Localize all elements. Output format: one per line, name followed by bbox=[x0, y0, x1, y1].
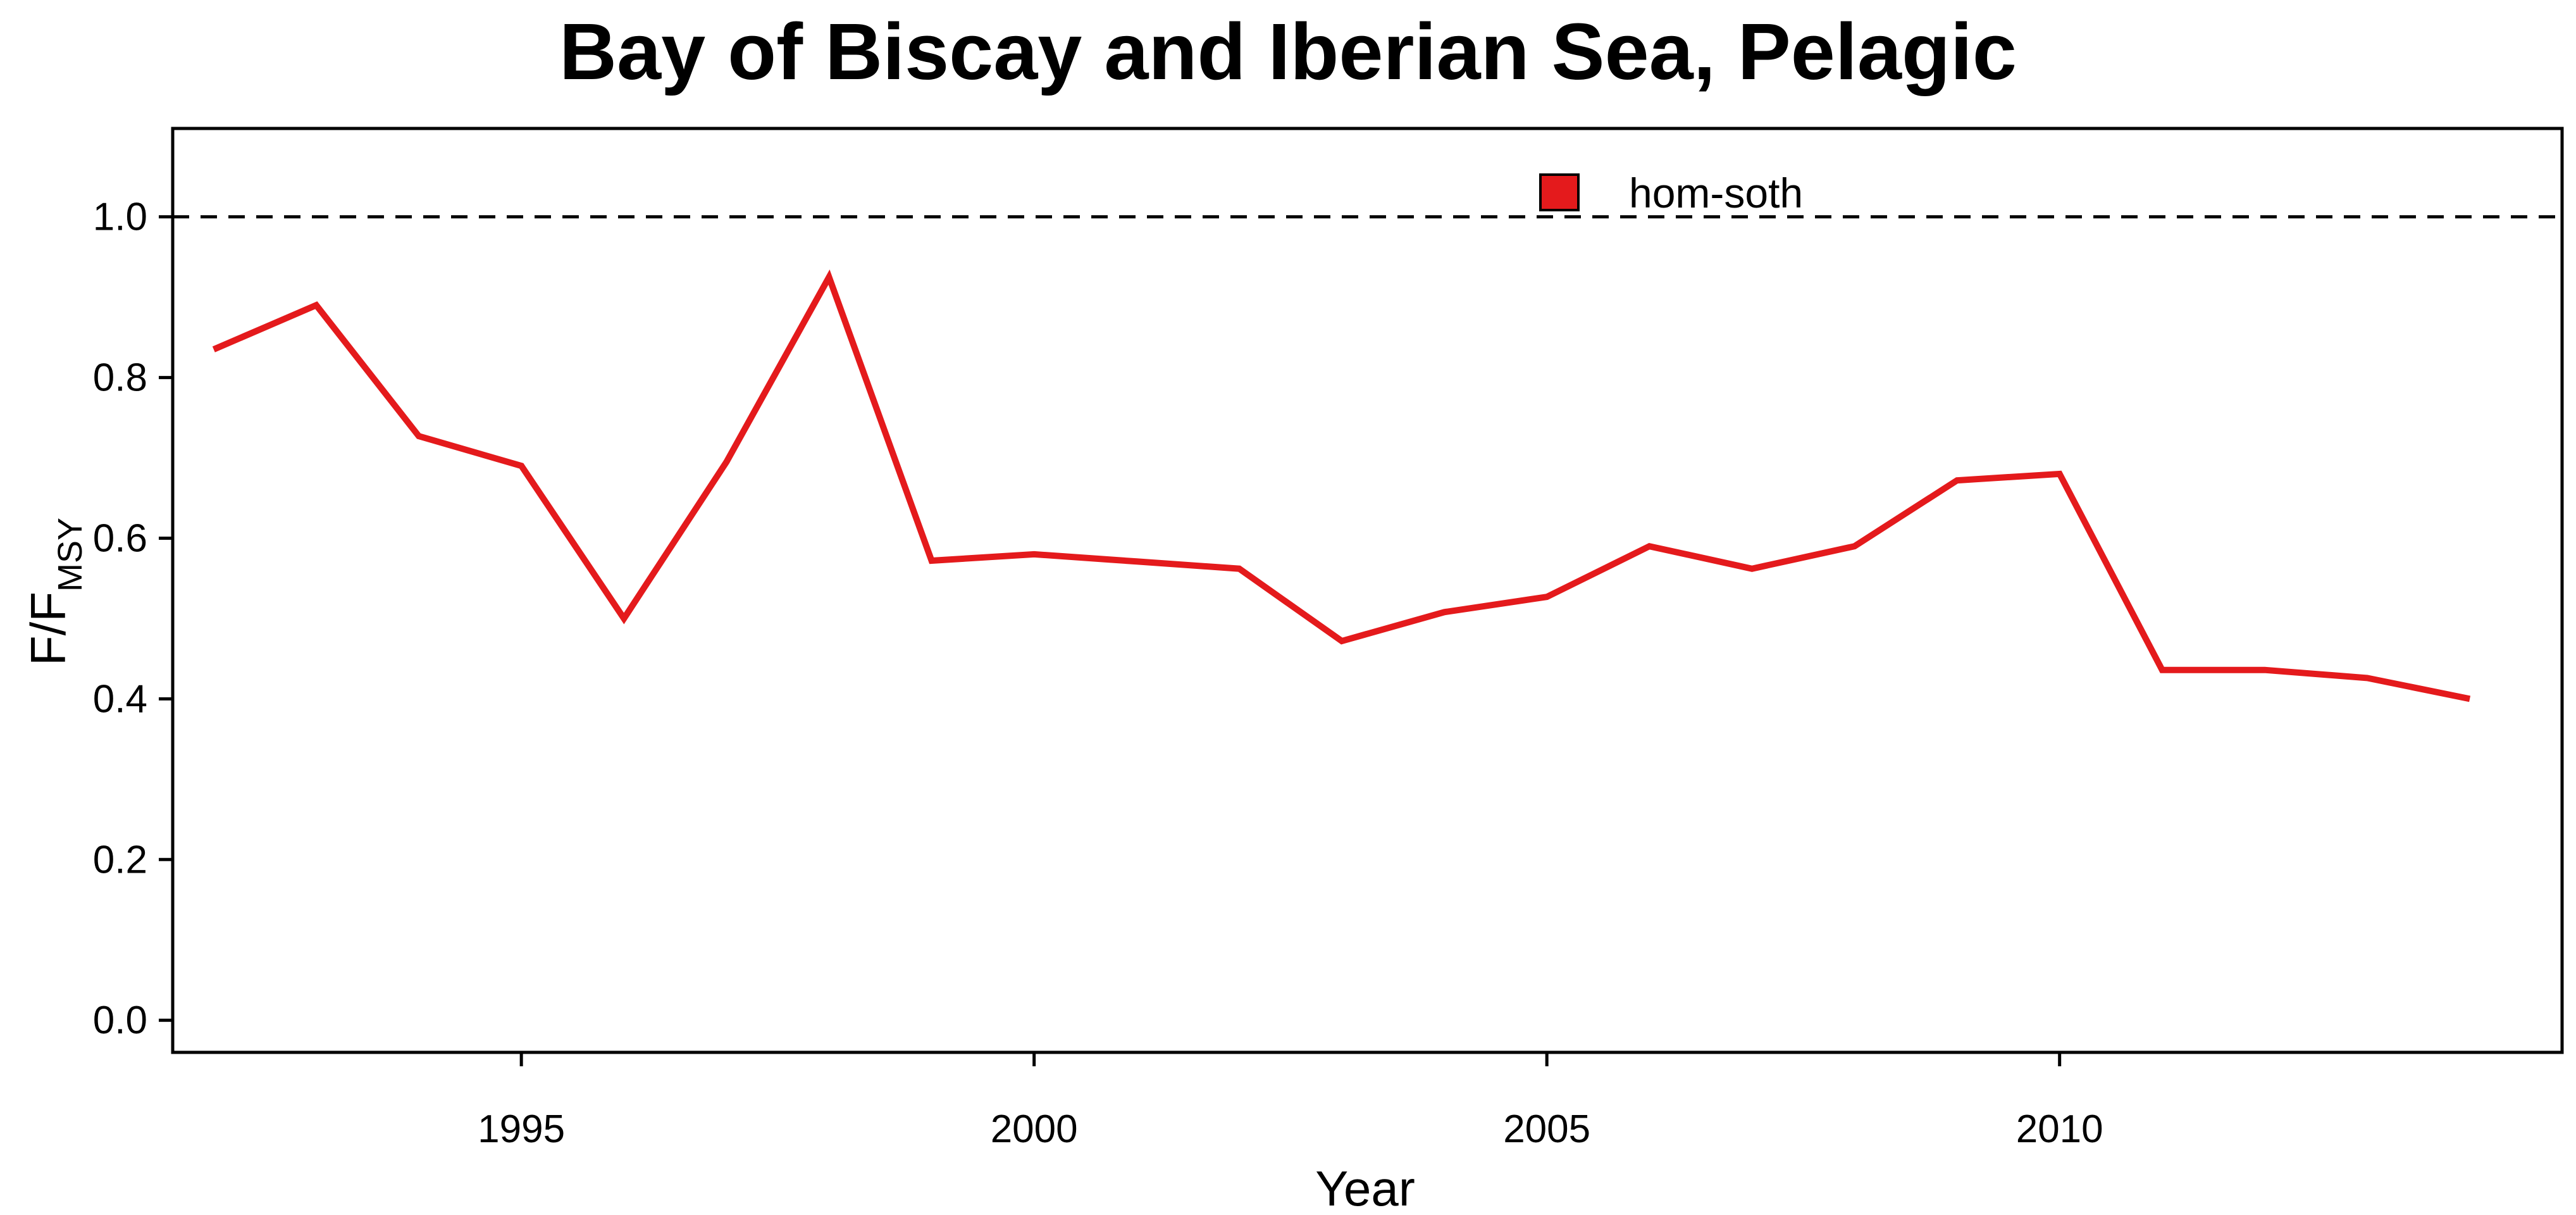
series-layer bbox=[212, 269, 2471, 702]
y-tick-label: 0.6 bbox=[93, 516, 147, 560]
plot-area-frame bbox=[171, 127, 2564, 1054]
y-axis-title-main: F/F bbox=[20, 592, 76, 666]
legend: hom-soth bbox=[1539, 170, 1803, 216]
x-axis: 1995 2000 2005 2010 bbox=[478, 1052, 2103, 1151]
y-axis: 0.0 0.2 0.4 0.6 0.8 1.0 bbox=[93, 196, 173, 1042]
y-axis-title-subscript: MSY bbox=[51, 518, 89, 592]
y-tick-label: 1.0 bbox=[93, 196, 147, 239]
y-tick-label: 0.4 bbox=[93, 677, 147, 721]
legend-label: hom-soth bbox=[1629, 170, 1803, 216]
y-tick-label: 0.8 bbox=[93, 356, 147, 400]
series-line bbox=[212, 269, 2471, 702]
x-tick-label: 1995 bbox=[478, 1107, 565, 1151]
chart-title: Bay of Biscay and Iberian Sea, Pelagic bbox=[559, 7, 2017, 96]
x-axis-title: Year bbox=[1315, 1161, 1415, 1215]
x-tick-label: 2000 bbox=[991, 1107, 1078, 1151]
y-axis-title: F/FMSY bbox=[20, 518, 89, 666]
y-tick-label: 0.0 bbox=[93, 999, 147, 1042]
x-tick-label: 2010 bbox=[2016, 1107, 2103, 1151]
legend-swatch bbox=[1539, 173, 1580, 211]
x-tick-label: 2005 bbox=[1503, 1107, 1590, 1151]
y-tick-label: 0.2 bbox=[93, 838, 147, 882]
